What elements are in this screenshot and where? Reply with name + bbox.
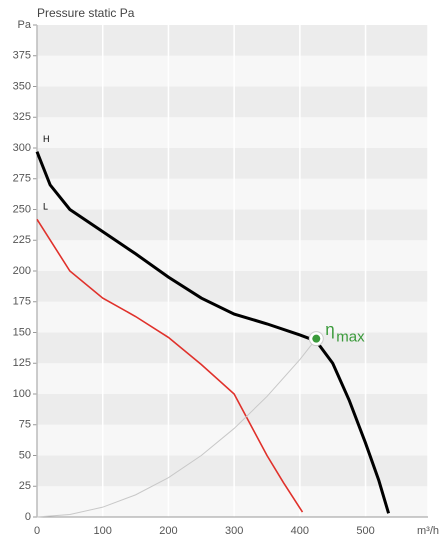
y-tick-label: 350 <box>13 80 31 92</box>
band <box>37 363 428 394</box>
chart-title: Pressure static Pa <box>37 6 135 20</box>
curve <box>36 338 317 518</box>
band <box>37 117 428 148</box>
y-tick-label: 250 <box>13 203 31 215</box>
efficiency-label: η <box>325 320 334 339</box>
y-tick-label: 125 <box>13 357 31 369</box>
series-label: L <box>43 202 48 212</box>
band <box>37 178 428 210</box>
efficiency-marker <box>312 334 321 343</box>
x-tick-label: m³/h <box>417 525 439 537</box>
band <box>37 455 428 487</box>
y-tick-label: 325 <box>13 111 31 123</box>
x-tick-label: 0 <box>34 525 40 537</box>
band <box>37 55 428 87</box>
band <box>37 25 428 56</box>
band <box>37 209 428 241</box>
x-tick-label: 500 <box>356 525 374 537</box>
band <box>37 394 428 425</box>
y-tick-label: 275 <box>13 173 31 185</box>
series-label: H <box>43 134 50 144</box>
band <box>37 486 428 517</box>
x-tick-label: 100 <box>94 525 112 537</box>
x-tick-label: 400 <box>291 525 309 537</box>
x-tick-label: 200 <box>159 525 177 537</box>
efficiency-label-sub: max <box>336 329 365 346</box>
curve <box>35 151 391 514</box>
y-tick-label: Pa <box>18 19 32 31</box>
y-tick-label: 300 <box>13 142 31 154</box>
y-tick-label: 225 <box>13 234 31 246</box>
curve <box>36 218 304 513</box>
y-tick-label: 375 <box>13 50 31 62</box>
y-tick-label: 0 <box>25 511 31 523</box>
band <box>37 240 428 271</box>
band <box>37 301 428 333</box>
y-tick-label: 200 <box>13 265 31 277</box>
band <box>37 332 428 364</box>
y-tick-label: 100 <box>13 388 31 400</box>
x-tick-label: 300 <box>225 525 243 537</box>
y-tick-label: 50 <box>19 449 31 461</box>
y-tick-label: 175 <box>13 296 31 308</box>
y-tick-label: 25 <box>19 480 31 492</box>
band <box>37 148 428 179</box>
y-tick-label: 150 <box>13 326 31 338</box>
band <box>37 271 428 302</box>
band <box>37 86 428 118</box>
y-tick-label: 75 <box>19 419 31 431</box>
